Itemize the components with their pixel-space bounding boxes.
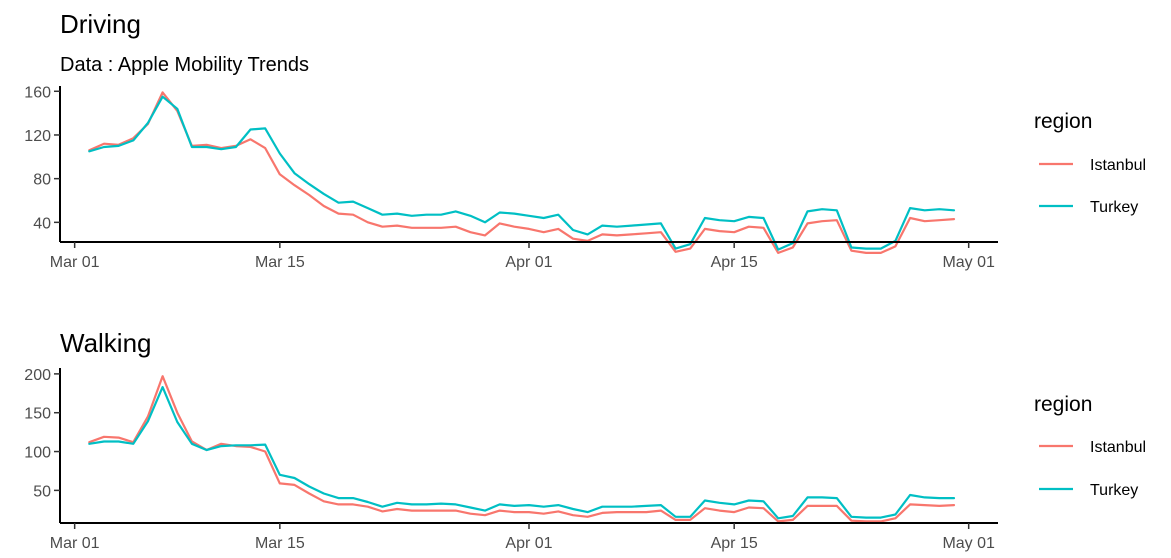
driving-x-tick-label: Mar 01: [50, 254, 100, 271]
driving-legend-label-istanbul: Istanbul: [1090, 157, 1146, 174]
walking-y-tick-label: 150: [24, 406, 51, 423]
driving-subtitle: Data : Apple Mobility Trends: [60, 54, 309, 76]
driving-y-tick-label: 120: [24, 128, 51, 145]
walking-series-turkey: [88, 386, 956, 520]
walking-series-istanbul: [88, 375, 956, 523]
driving-series-turkey: [88, 95, 956, 251]
driving-x-tick-label: Mar 15: [255, 254, 305, 271]
driving-x-tick-label: May 01: [942, 254, 995, 271]
driving-x-tick-label: Apr 15: [711, 254, 758, 271]
walking-legend-label-istanbul: Istanbul: [1090, 439, 1146, 456]
driving-panel: Driving Data : Apple Mobility Trends 40 8…: [24, 9, 1146, 271]
walking-x-tick-label: Mar 15: [255, 535, 305, 552]
walking-y-tick-label: 200: [24, 367, 51, 384]
driving-series-istanbul: [88, 91, 956, 254]
walking-plot-area: 50 100 150 200 Mar 01 Mar 15 Apr 01 Apr 15 May 0…: [24, 367, 998, 552]
driving-y-tick-label: 40: [33, 215, 51, 232]
walking-y-tick-label: 50: [33, 483, 51, 500]
walking-x-tick-label: Mar 01: [50, 535, 100, 552]
walking-legend-title: region: [1034, 393, 1092, 416]
driving-legend-title: region: [1034, 110, 1092, 133]
walking-title: Walking: [60, 328, 152, 358]
driving-y-tick-label: 80: [33, 172, 51, 189]
walking-x-tick-label: Apr 15: [711, 535, 758, 552]
walking-y-tick-label: 100: [24, 445, 51, 462]
driving-legend: region Istanbul Turkey: [1034, 110, 1146, 216]
driving-x-tick-label: Apr 01: [505, 254, 552, 271]
walking-x-tick-label: May 01: [942, 535, 995, 552]
driving-legend-label-turkey: Turkey: [1090, 199, 1138, 216]
walking-legend: region Istanbul Turkey: [1034, 393, 1146, 499]
walking-panel: Walking 50 100 150 200 Mar 01 Mar 15 Apr 01 Apr…: [24, 328, 1146, 552]
driving-y-tick-label: 160: [24, 84, 51, 101]
driving-title: Driving: [60, 9, 141, 39]
driving-plot-area: 40 80 120 160 Mar 01 Mar 15 Apr 01 Apr 15 May 01: [24, 84, 998, 271]
walking-legend-label-turkey: Turkey: [1090, 482, 1138, 499]
walking-x-tick-label: Apr 01: [505, 535, 552, 552]
